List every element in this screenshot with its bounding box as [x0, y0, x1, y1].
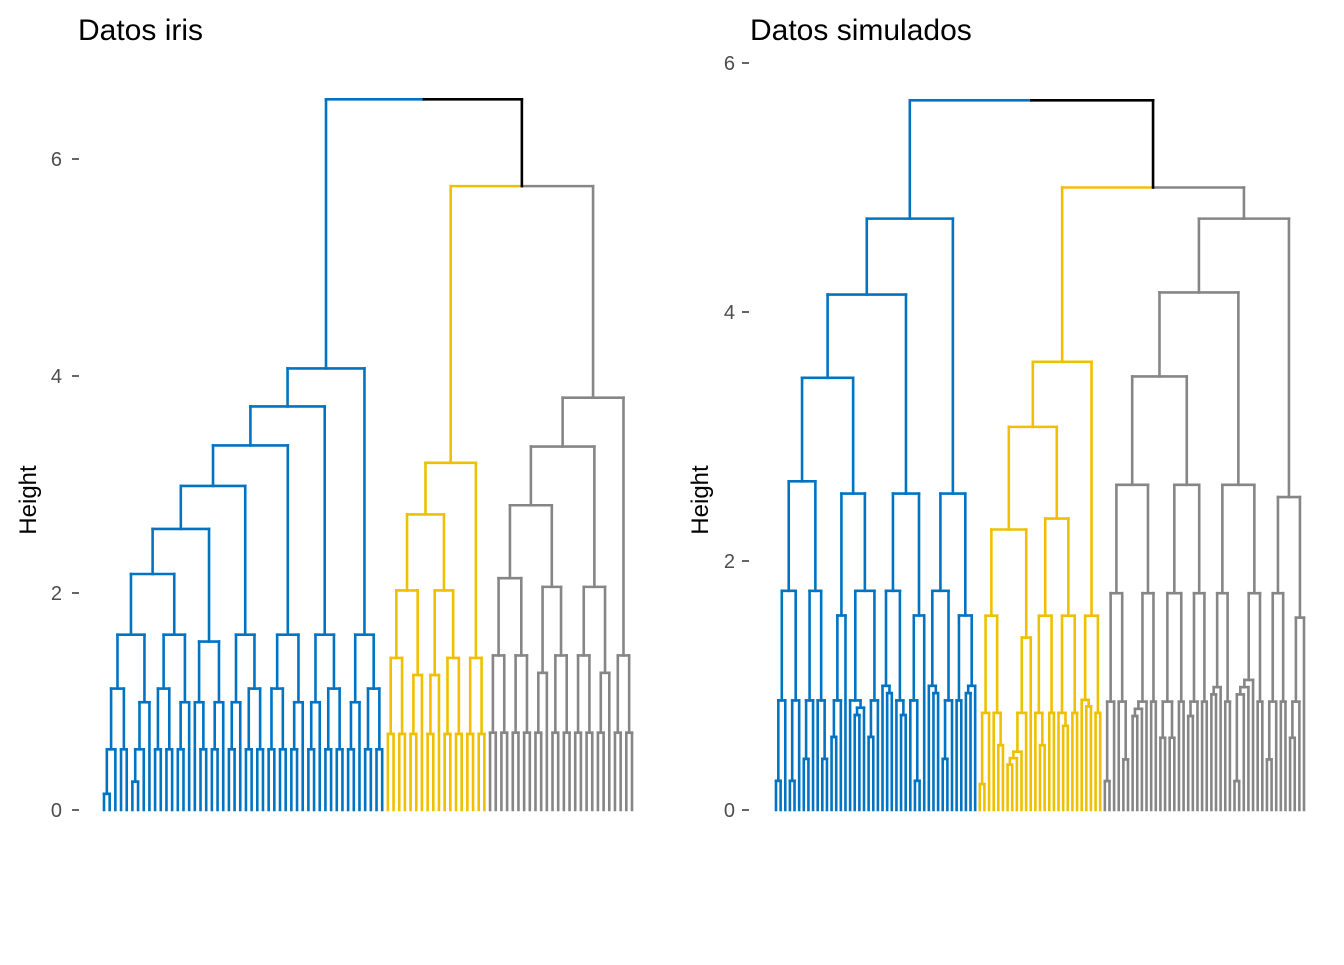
dendrogram-tree [102, 98, 634, 812]
y-tick-label: 6 [51, 149, 62, 171]
panel-datos-iris: Datos iris Height 0 2 4 6 [15, 14, 634, 822]
y-tick-label: 2 [724, 551, 735, 573]
y-tick-label: 0 [724, 800, 735, 822]
chart-title: Datos simulados [750, 14, 972, 47]
y-tick-label: 2 [51, 583, 62, 605]
y-axis: 0 2 4 6 [51, 149, 79, 822]
dendrogram-tree [774, 99, 1306, 812]
y-tick-label: 4 [51, 366, 62, 388]
y-tick-label: 6 [724, 53, 735, 75]
panel-datos-simulados: Datos simulados Height 0 2 4 6 [687, 14, 1306, 822]
y-tick-label: 4 [724, 302, 735, 324]
y-tick-label: 0 [51, 800, 62, 822]
y-axis-label: Height [15, 465, 42, 535]
y-axis: 0 2 4 6 [724, 53, 749, 822]
y-axis-label: Height [687, 465, 714, 535]
chart-title: Datos iris [78, 14, 203, 47]
